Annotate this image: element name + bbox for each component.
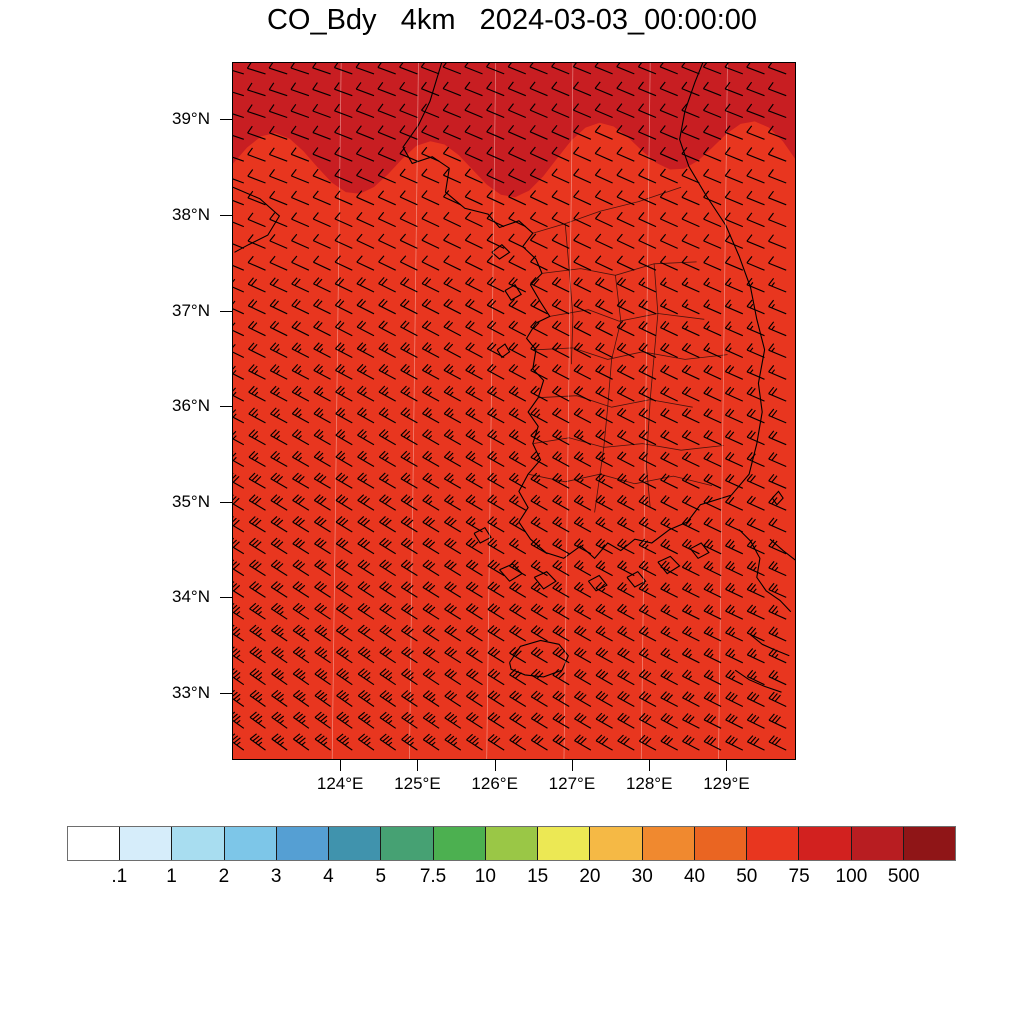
- y-axis-tick: [220, 214, 232, 216]
- x-axis-label-124E: 124°E: [316, 774, 364, 793]
- y-axis-tick: [220, 501, 232, 503]
- colorbar-label-10: 30: [631, 866, 653, 887]
- x-axis-label-129E: 129°E: [703, 774, 750, 793]
- map-plot-area: [232, 62, 796, 760]
- colorbar-band-10: [589, 827, 642, 860]
- colorbar-band-13: [746, 827, 799, 860]
- x-axis-tick: [571, 760, 573, 771]
- y-axis-label-34N: 34°N: [172, 587, 210, 607]
- x-axis-tick: [649, 760, 651, 771]
- colorbar-band-12: [693, 827, 747, 860]
- y-axis-tick: [220, 119, 232, 121]
- colorbar-label-12: 50: [736, 866, 758, 887]
- colorbar-band-15: [850, 827, 903, 860]
- colorbar-band-16: [902, 827, 955, 860]
- y-axis-label-35N: 35°N: [172, 491, 210, 511]
- colorbar-label-15: 500: [887, 866, 920, 887]
- y-axis-tick: [220, 406, 232, 408]
- y-axis-label-38N: 38°N: [172, 204, 210, 224]
- x-axis-tick: [417, 760, 419, 771]
- colorbar-label-3: 3: [270, 866, 282, 887]
- x-axis-tick: [494, 760, 496, 771]
- x-axis-label-127E: 127°E: [548, 774, 596, 793]
- x-axis-tick: [726, 760, 728, 771]
- colorbar-band-4: [275, 827, 329, 860]
- colorbar-label-7: 10: [474, 866, 496, 887]
- colorbar-label-8: 15: [527, 866, 549, 887]
- y-axis-label-36N: 36°N: [172, 396, 210, 416]
- colorbar-label-11: 40: [683, 866, 706, 887]
- colorbar-label-2: 2: [218, 866, 230, 887]
- page-title: CO_Bdy 4km 2024-03-03_00:00:00: [266, 4, 758, 36]
- colorbar-band-5: [328, 827, 381, 860]
- map-canvas: [233, 63, 795, 759]
- colorbar-label-1: 1: [166, 866, 177, 887]
- colorbar-band-1: [119, 827, 172, 860]
- colorbar-band-2: [171, 827, 224, 860]
- colorbar-band-8: [484, 827, 538, 860]
- colorbar-label-9: 20: [579, 866, 601, 887]
- map-frame: [232, 62, 796, 760]
- colorbar-label-0: .1: [111, 866, 128, 887]
- colorbar-band-14: [798, 827, 851, 860]
- colorbar-band-6: [380, 827, 433, 860]
- y-axis-label-37N: 37°N: [172, 300, 210, 320]
- colorbar-label-13: 75: [788, 866, 810, 887]
- colorbar-band-3: [223, 827, 276, 860]
- colorbar-label-5: 5: [375, 866, 387, 887]
- y-axis-label-39N: 39°N: [172, 109, 210, 129]
- x-axis-label-125E: 125°E: [394, 774, 441, 793]
- y-axis-label-33N: 33°N: [172, 683, 210, 703]
- colorbar-band-11: [641, 827, 694, 860]
- colorbar-band-7: [432, 827, 485, 860]
- y-axis-tick: [220, 693, 232, 695]
- colorbar-band-0: [68, 827, 120, 860]
- x-axis-label-128E: 128°E: [625, 774, 673, 793]
- colorbar-label-6: 7.5: [419, 866, 447, 887]
- colorbar: [67, 826, 956, 861]
- x-axis-label-126E: 126°E: [471, 774, 518, 793]
- x-axis-tick: [340, 760, 342, 771]
- colorbar-label-14: 100: [835, 866, 868, 887]
- y-axis-tick: [220, 597, 232, 599]
- colorbar-band-9: [537, 827, 590, 860]
- y-axis-tick: [220, 310, 232, 312]
- colorbar-label-4: 4: [323, 866, 334, 887]
